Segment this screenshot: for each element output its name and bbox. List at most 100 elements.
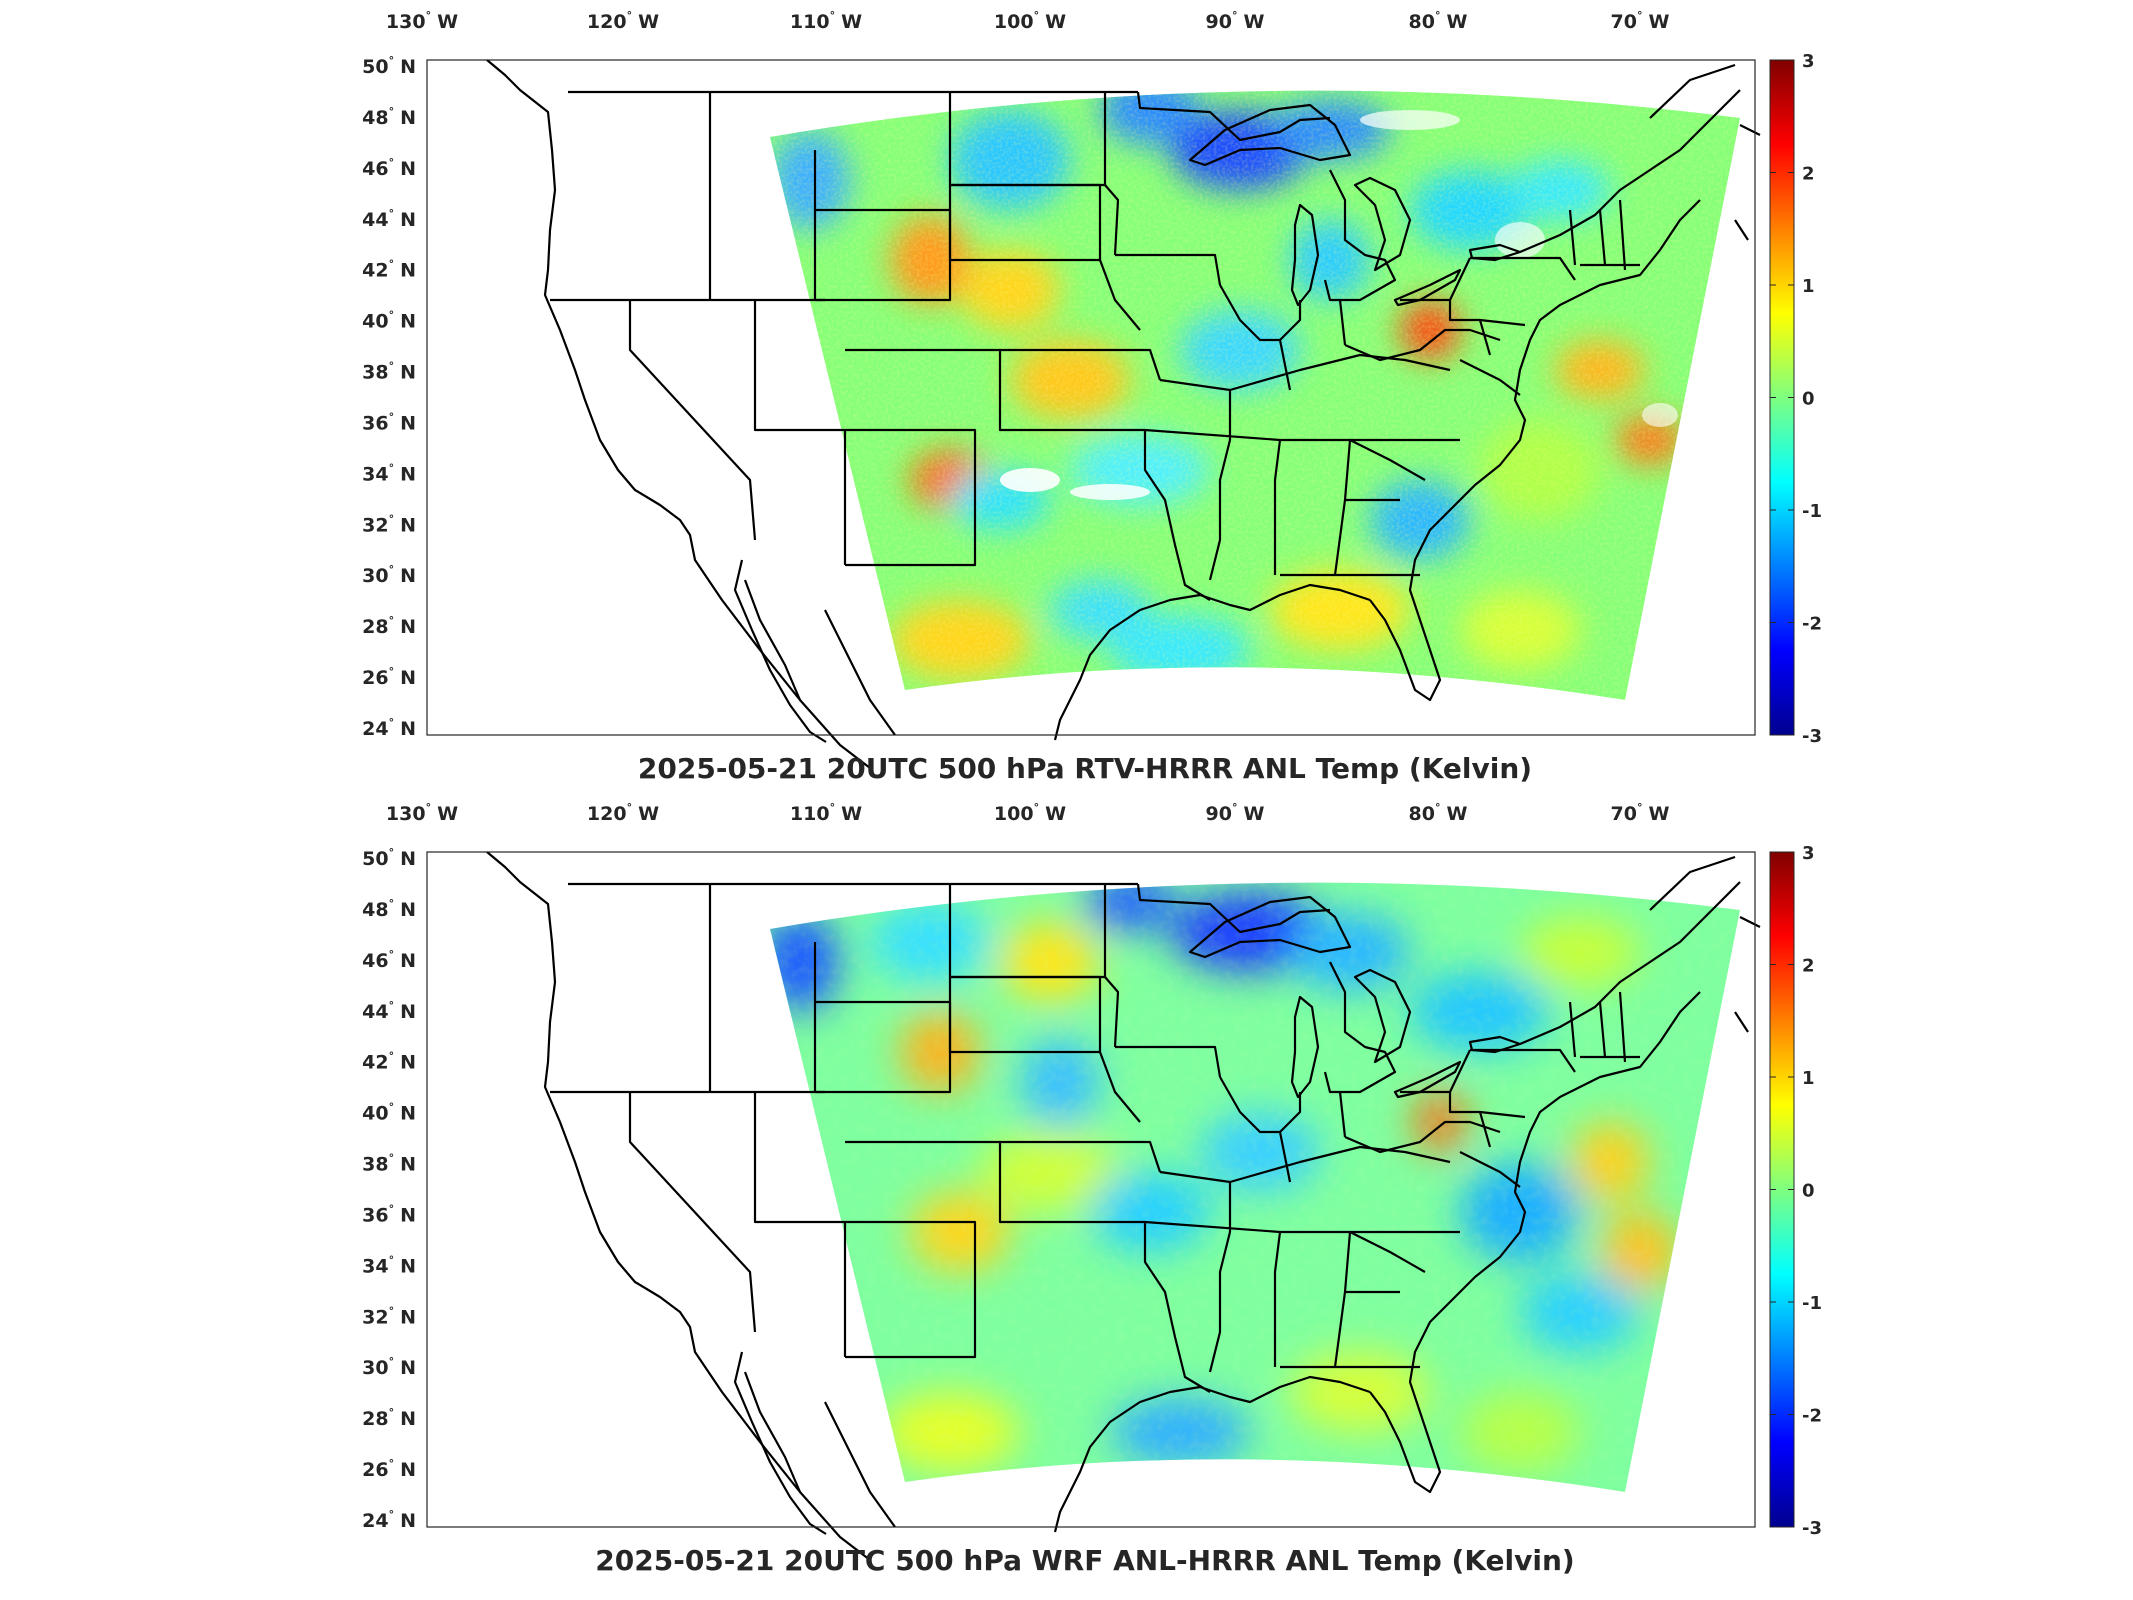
latitude-labels-bottom: 50° N 48° N 46° N 44° N 42° N 40° N 38° N 36° N 34° N 32° N…	[362, 846, 416, 1532]
degree-symbol: °	[389, 1101, 395, 1114]
degree-symbol: °	[389, 948, 395, 961]
degree-symbol: °	[1435, 9, 1441, 22]
colorbar-tick-label: 1	[1802, 276, 1815, 297]
lon-label-130: 130° W	[386, 801, 458, 825]
svg-text:42°N: 42° N	[362, 258, 416, 282]
svg-text:90°W: 90° W	[1206, 801, 1265, 825]
svg-text:26°N: 26° N	[362, 1457, 416, 1481]
lon-label-70: 70° W	[1611, 9, 1670, 33]
degree-symbol: °	[389, 105, 395, 118]
svg-text:110°W: 110° W	[790, 801, 862, 825]
degree-symbol: °	[1637, 9, 1643, 22]
lat-label-28: 28° N	[362, 614, 416, 638]
svg-text:50°N: 50° N	[362, 54, 416, 78]
svg-text:46°N: 46° N	[362, 156, 416, 180]
svg-text:38°N: 38° N	[362, 360, 416, 384]
colorbar-tick-label: 3	[1802, 843, 1815, 864]
degree-symbol: °	[389, 1355, 395, 1368]
lon-label-110: 110° W	[790, 9, 862, 33]
lat-label-32: 32° N	[362, 512, 416, 536]
lat-label-38: 38° N	[362, 1152, 416, 1176]
svg-text:130°W: 130° W	[386, 801, 458, 825]
degree-symbol: °	[389, 410, 395, 423]
lat-label-50: 50° N	[362, 54, 416, 78]
lat-label-28: 28° N	[362, 1406, 416, 1430]
degree-symbol: °	[1232, 801, 1238, 814]
lat-label-26: 26° N	[362, 1457, 416, 1481]
svg-text:48°N: 48° N	[362, 897, 416, 921]
colorbar-tick-label: -3	[1802, 726, 1822, 747]
colorbar-bottom: 3 2 1 0 -1 -2 -3	[1769, 843, 1822, 1539]
lon-label-80: 80° W	[1409, 801, 1468, 825]
lat-label-32: 32° N	[362, 1304, 416, 1328]
degree-symbol: °	[389, 999, 395, 1012]
svg-text:44°N: 44° N	[362, 207, 416, 231]
lat-label-46: 46° N	[362, 156, 416, 180]
temperature-field-top	[770, 90, 1740, 701]
degree-symbol: °	[389, 1406, 395, 1419]
svg-text:40°N: 40° N	[362, 1101, 416, 1125]
colorbar-tick-label: 1	[1802, 1068, 1815, 1089]
svg-text:24°N: 24° N	[362, 716, 416, 740]
colorbar-tick-label: 2	[1802, 956, 1815, 977]
lat-label-36: 36° N	[362, 1202, 416, 1226]
svg-text:38°N: 38° N	[362, 1152, 416, 1176]
lon-label-130: 130° W	[386, 9, 458, 33]
svg-text:34°N: 34° N	[362, 461, 416, 485]
map-frame-bottom	[426, 851, 1756, 1528]
degree-symbol: °	[389, 512, 395, 525]
lon-label-100: 100° W	[994, 801, 1066, 825]
svg-text:70°W: 70° W	[1611, 801, 1670, 825]
svg-text:80°W: 80° W	[1409, 801, 1468, 825]
svg-text:100°W: 100° W	[994, 9, 1066, 33]
degree-symbol: °	[389, 461, 395, 474]
svg-text:50°N: 50° N	[362, 846, 416, 870]
degree-symbol: °	[1435, 801, 1441, 814]
lon-label-120: 120° W	[587, 9, 659, 33]
lat-label-50: 50° N	[362, 846, 416, 870]
svg-text:34°N: 34° N	[362, 1253, 416, 1277]
svg-text:24°N: 24° N	[362, 1508, 416, 1532]
degree-symbol: °	[1034, 9, 1040, 22]
temperature-field-bottom	[770, 882, 1740, 1493]
lat-label-36: 36° N	[362, 410, 416, 434]
degree-symbol: °	[389, 309, 395, 322]
lat-label-46: 46° N	[362, 948, 416, 972]
lon-label-90: 90° W	[1206, 801, 1265, 825]
svg-text:36°N: 36° N	[362, 410, 416, 434]
svg-text:70°W: 70° W	[1611, 9, 1670, 33]
degree-symbol: °	[389, 207, 395, 220]
degree-symbol: °	[426, 9, 432, 22]
lat-label-42: 42° N	[362, 1050, 416, 1074]
lat-label-48: 48° N	[362, 105, 416, 129]
lon-label-110: 110° W	[790, 801, 862, 825]
degree-symbol: °	[389, 716, 395, 729]
lon-label-100: 100° W	[994, 9, 1066, 33]
degree-symbol: °	[627, 9, 633, 22]
svg-text:100°W: 100° W	[994, 801, 1066, 825]
degree-symbol: °	[389, 1304, 395, 1317]
lat-label-26: 26° N	[362, 665, 416, 689]
longitude-labels-top: 130° W 120° W 110° W 100° W 90° W 80° W 70° W	[386, 9, 1670, 33]
svg-text:130°W: 130° W	[386, 9, 458, 33]
colorbar-tick-label: -2	[1802, 1406, 1822, 1427]
svg-text:120°W: 120° W	[587, 9, 659, 33]
degree-symbol: °	[627, 801, 633, 814]
degree-symbol: °	[389, 614, 395, 627]
degree-symbol: °	[389, 1508, 395, 1521]
svg-text:30°N: 30° N	[362, 1355, 416, 1379]
map-frame-top	[426, 59, 1756, 736]
degree-symbol: °	[1637, 801, 1643, 814]
svg-text:44°N: 44° N	[362, 999, 416, 1023]
colorbar-tick-label: -1	[1802, 501, 1822, 522]
degree-symbol: °	[389, 1457, 395, 1470]
panel-bottom: 130° W 120° W 110° W 100° W 90° W 80° W 70° W 50° N 48°…	[362, 801, 1822, 1577]
degree-symbol: °	[389, 846, 395, 859]
lat-label-38: 38° N	[362, 360, 416, 384]
colorbar-tick-label: -2	[1802, 614, 1822, 635]
lon-label-120: 120° W	[587, 801, 659, 825]
lat-label-24: 24° N	[362, 716, 416, 740]
svg-text:32°N: 32° N	[362, 1304, 416, 1328]
svg-text:42°N: 42° N	[362, 1050, 416, 1074]
lat-label-34: 34° N	[362, 1253, 416, 1277]
